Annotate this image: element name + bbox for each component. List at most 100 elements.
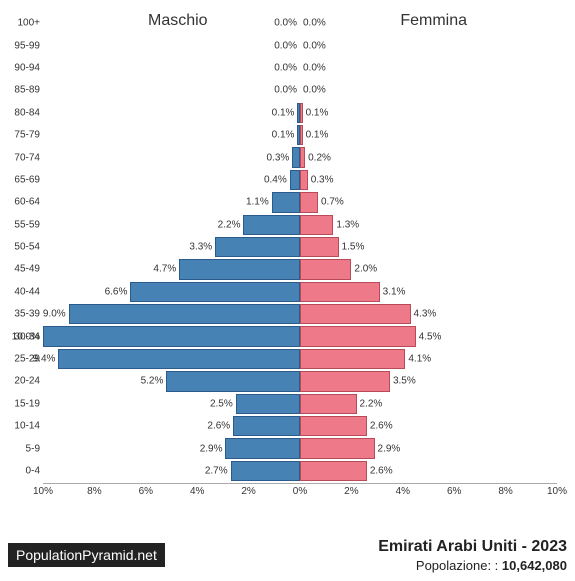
bar-container: 0.0%0.0% [43, 58, 557, 78]
female-pct-label: 4.3% [414, 309, 437, 320]
male-bar [272, 192, 300, 212]
x-tick: 0% [293, 486, 307, 497]
age-row: 15-192.5%2.2% [43, 393, 557, 415]
male-pct-label: 2.9% [200, 443, 223, 454]
male-pct-label: 9.4% [33, 354, 56, 365]
title-block: Emirati Arabi Uniti - 2023 Popolazione: … [378, 538, 567, 573]
female-pct-label: 0.0% [303, 18, 326, 29]
age-label: 65-69 [8, 174, 40, 185]
male-pct-label: 0.1% [272, 107, 295, 118]
x-axis: 10%8%6%4%2%0%2%4%6%8%10% [43, 483, 557, 499]
female-bar [300, 192, 318, 212]
male-bar [233, 416, 300, 436]
age-row: 25-299.4%4.1% [43, 348, 557, 370]
bar-container: 1.1%0.7% [43, 192, 557, 212]
bar-container: 9.0% 4.3% [43, 304, 557, 324]
female-bar [300, 282, 380, 302]
female-pct-label: 0.2% [308, 152, 331, 163]
male-bar [243, 215, 300, 235]
male-bar [43, 326, 300, 346]
chart-title: Emirati Arabi Uniti - 2023 [378, 538, 567, 556]
age-row: 85-890.0%0.0% [43, 79, 557, 101]
female-pct-label: 2.0% [354, 264, 377, 275]
female-pct-label: 0.7% [321, 197, 344, 208]
bar-container: 0.0% 0.0% [43, 35, 557, 55]
age-label: 10-14 [8, 421, 40, 432]
age-row: 5-92.9%2.9% [43, 437, 557, 459]
age-row: 45-494.7%2.0% [43, 258, 557, 280]
footer: PopulationPyramid.net Emirati Arabi Unit… [8, 525, 567, 573]
age-row: 100+0.0%0.0% [43, 12, 557, 34]
x-tick: 6% [447, 486, 461, 497]
age-label: 0-4 [8, 466, 40, 477]
age-label: 50-54 [8, 242, 40, 253]
male-bar [130, 282, 300, 302]
bar-container: 0.4%0.3% [43, 170, 557, 190]
male-pct-label: 0.4% [264, 174, 287, 185]
female-pct-label: 0.0% [303, 62, 326, 73]
male-bar [290, 170, 300, 190]
age-row: 40-446.6%3.1% [43, 281, 557, 303]
population-label: Popolazione: : [416, 558, 502, 573]
bar-container: 2.5%2.2% [43, 394, 557, 414]
population-pyramid-chart: Maschio Femmina 100+0.0%0.0%95-990.0%0.0… [8, 8, 567, 513]
age-row: 50-543.3%1.5% [43, 236, 557, 258]
female-pct-label: 3.5% [393, 376, 416, 387]
chart-rows: 100+0.0%0.0%95-990.0%0.0%90-940.0%0.0%85… [43, 12, 557, 483]
bar-container: 0.1% 0.1% [43, 103, 557, 123]
x-tick: 2% [344, 486, 358, 497]
age-label: 100+ [8, 18, 40, 29]
male-pct-label: 0.3% [267, 152, 290, 163]
age-row: 75-790.1%0.1% [43, 124, 557, 146]
age-row: 95-990.0%0.0% [43, 34, 557, 56]
male-bar [166, 371, 300, 391]
x-tick: 6% [139, 486, 153, 497]
male-pct-label: 0.0% [274, 40, 297, 51]
female-bar [300, 371, 390, 391]
female-pct-label: 2.9% [378, 443, 401, 454]
bar-container: 6.6%3.1% [43, 282, 557, 302]
bar-container: 4.7% 2.0% [43, 259, 557, 279]
male-pct-label: 10.0% [12, 331, 40, 342]
x-tick: 2% [241, 486, 255, 497]
age-label: 45-49 [8, 264, 40, 275]
female-pct-label: 3.1% [383, 286, 406, 297]
female-bar [300, 394, 357, 414]
x-tick: 10% [33, 486, 53, 497]
age-label: 95-99 [8, 40, 40, 51]
bar-container: 0.3% 0.2% [43, 147, 557, 167]
female-pct-label: 2.6% [370, 466, 393, 477]
female-pct-label: 0.0% [303, 40, 326, 51]
male-pct-label: 2.5% [210, 398, 233, 409]
age-row: 60-641.1%0.7% [43, 191, 557, 213]
male-bar [231, 461, 300, 481]
age-row: 0-42.7%2.6% [43, 460, 557, 482]
male-pct-label: 5.2% [141, 376, 164, 387]
male-pct-label: 0.1% [272, 130, 295, 141]
female-pct-label: 2.6% [370, 421, 393, 432]
male-pct-label: 4.7% [153, 264, 176, 275]
bar-container: 2.6%2.6% [43, 416, 557, 436]
female-pct-label: 0.1% [306, 107, 329, 118]
age-row: 65-690.4%0.3% [43, 169, 557, 191]
age-label: 5-9 [8, 443, 40, 454]
bar-container: 0.0%0.0% [43, 80, 557, 100]
age-label: 40-44 [8, 286, 40, 297]
x-tick: 8% [498, 486, 512, 497]
bar-container: 5.2% 3.5% [43, 371, 557, 391]
age-row: 35-399.0%4.3% [43, 303, 557, 325]
female-bar [300, 304, 411, 324]
male-bar [215, 237, 300, 257]
male-bar [236, 394, 300, 414]
female-pct-label: 0.0% [303, 85, 326, 96]
population-value: 10,642,080 [502, 558, 567, 573]
age-label: 75-79 [8, 130, 40, 141]
female-bar [300, 147, 305, 167]
age-label: 60-64 [8, 197, 40, 208]
male-pct-label: 9.0% [43, 309, 66, 320]
age-row: 10-142.6%2.6% [43, 415, 557, 437]
age-row: 30-3410.0%4.5% [43, 325, 557, 347]
female-bar [300, 237, 339, 257]
age-label: 90-94 [8, 62, 40, 73]
bar-container: 2.2%1.3% [43, 215, 557, 235]
